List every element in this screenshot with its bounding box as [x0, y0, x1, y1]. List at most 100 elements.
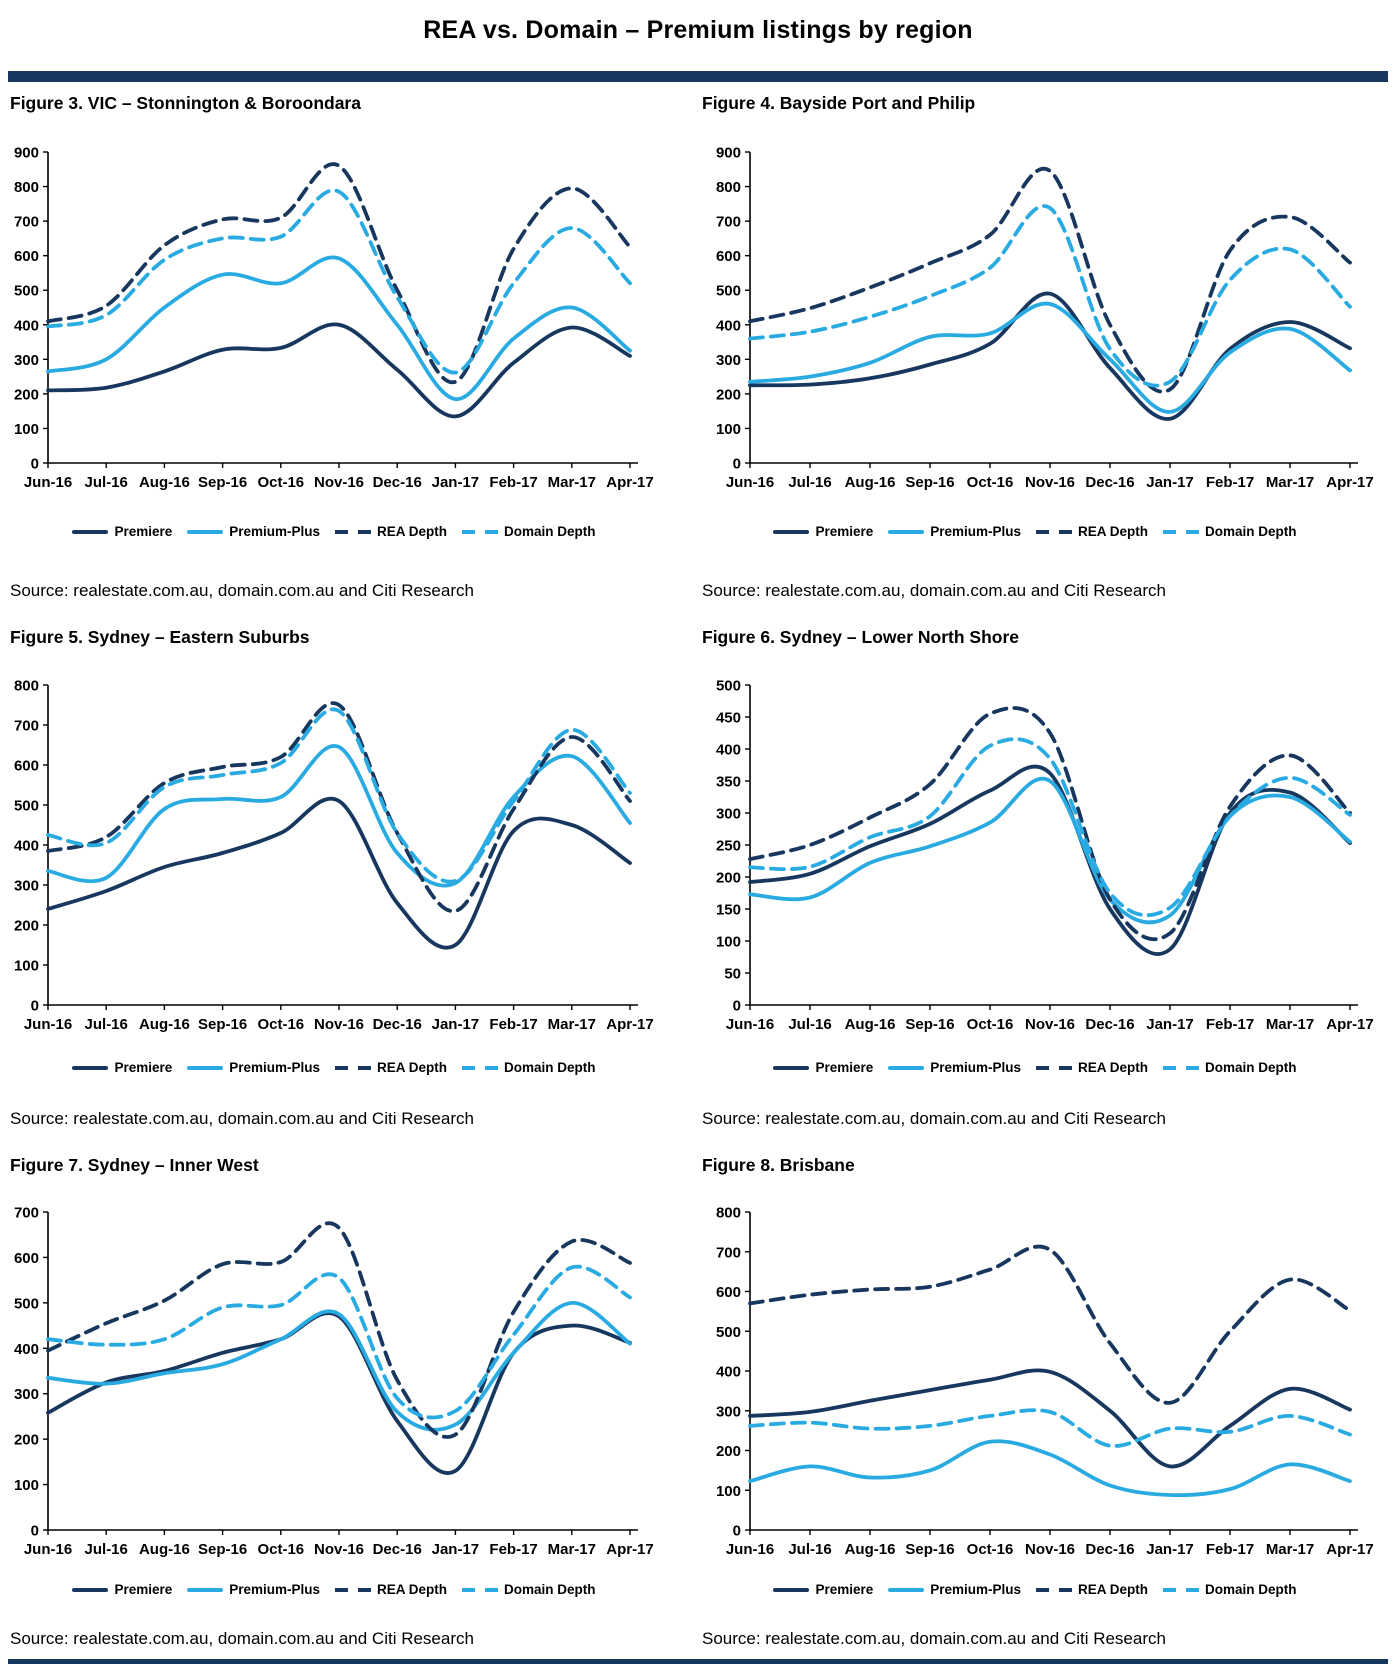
y-axis-label: 100: [716, 1483, 741, 1500]
solid-line-swatch-icon: [187, 1587, 224, 1592]
y-axis-label: 700: [14, 718, 39, 735]
x-axis-label: Jun-16: [726, 1541, 774, 1558]
y-axis-label: 0: [733, 456, 741, 473]
source-note: Source: realestate.com.au, domain.com.au…: [10, 581, 474, 600]
legend-label: REA Depth: [1078, 1582, 1149, 1597]
y-axis-label: 700: [716, 214, 741, 231]
x-axis-label: Mar-17: [1266, 474, 1314, 491]
x-axis-label: Sep-16: [905, 1541, 954, 1558]
y-axis-label: 700: [14, 214, 39, 231]
y-axis-label: 400: [14, 838, 39, 855]
y-axis-label: 100: [14, 958, 39, 975]
legend-item: Premium-Plus: [888, 1060, 1021, 1075]
x-axis-label: Jul-16: [85, 1541, 128, 1558]
y-axis-label: 400: [14, 317, 39, 334]
chart-legend: Premiere Premium-Plus REA Depth Domain Dept…: [10, 524, 658, 539]
y-axis-label: 500: [14, 798, 39, 815]
series-domain-depth-path: [748, 737, 1352, 918]
dashed-line-swatch-icon: [462, 1587, 499, 1592]
legend-item: Domain Depth: [1163, 1060, 1297, 1075]
legend-item: Premiere: [773, 1060, 873, 1075]
y-axis-label: 200: [14, 918, 39, 935]
x-axis-label: Apr-17: [606, 1016, 654, 1033]
y-axis-label: 400: [716, 317, 741, 334]
source-note: Source: realestate.com.au, domain.com.au…: [702, 1109, 1166, 1128]
y-axis-label: 0: [31, 1523, 39, 1540]
x-axis-label: Jan-17: [432, 1016, 480, 1033]
dashed-line-swatch-icon: [335, 1587, 372, 1592]
series-domain-depth-path: [46, 707, 632, 884]
x-axis-label: Dec-16: [1085, 1541, 1134, 1558]
legend-item: Premiere: [773, 524, 873, 539]
x-axis-label: Dec-16: [1085, 1016, 1134, 1033]
y-axis-label: 800: [14, 179, 39, 196]
y-axis-label: 300: [716, 806, 741, 823]
source-note: Source: realestate.com.au, domain.com.au…: [702, 581, 1166, 600]
x-axis-label: Nov-16: [1025, 474, 1075, 491]
x-axis-label: Jun-16: [726, 474, 774, 491]
y-axis-label: 200: [14, 386, 39, 403]
x-axis-label: Aug-16: [139, 1541, 190, 1558]
legend-label: Domain Depth: [1205, 524, 1297, 539]
y-axis-label: 600: [14, 758, 39, 775]
x-axis-label: Dec-16: [373, 1541, 422, 1558]
y-axis-label: 900: [14, 145, 39, 162]
chart-legend: Premiere Premium-Plus REA Depth Domain Dept…: [10, 1582, 658, 1597]
legend-item: REA Depth: [1036, 1060, 1148, 1075]
y-axis-label: 300: [716, 352, 741, 369]
y-axis-label: 800: [14, 678, 39, 695]
x-axis-label: Nov-16: [314, 474, 364, 491]
solid-line-swatch-icon: [773, 1065, 810, 1070]
page-title: REA vs. Domain – Premium listings by reg…: [423, 16, 973, 44]
series-rea-depth-path: [748, 706, 1352, 942]
legend-label: REA Depth: [1078, 524, 1149, 539]
solid-line-swatch-icon: [888, 1587, 925, 1592]
legend-label: Domain Depth: [1205, 1060, 1297, 1075]
x-axis-label: Jun-16: [726, 1016, 774, 1033]
y-axis-label: 150: [716, 902, 741, 919]
y-axis-label: 900: [716, 145, 741, 162]
legend-label: Premium-Plus: [229, 1060, 321, 1075]
legend-label: Premium-Plus: [229, 1582, 321, 1597]
legend-item: Premiere: [72, 1060, 172, 1075]
x-axis-label: Jun-16: [24, 474, 72, 491]
y-axis-label: 300: [716, 1403, 741, 1420]
x-axis-label: Feb-17: [1206, 1016, 1254, 1033]
legend-item: Premium-Plus: [187, 1060, 320, 1075]
series-domain-depth-path: [748, 1408, 1352, 1448]
y-axis-label: 100: [14, 1477, 39, 1494]
y-axis-label: 300: [14, 878, 39, 895]
x-axis-label: Nov-16: [1025, 1016, 1075, 1033]
source-note: Source: realestate.com.au, domain.com.au…: [10, 1629, 474, 1648]
x-axis-label: Oct-16: [257, 474, 304, 491]
line-chart-fig4: 0 100 200 300 400 500 600 700 800 900 Jun-16 Jul-16…: [716, 145, 1374, 492]
y-axis-label: 50: [724, 966, 741, 983]
solid-line-swatch-icon: [888, 1065, 925, 1070]
y-axis-label: 0: [733, 1523, 741, 1540]
y-axis-label: 0: [31, 998, 39, 1015]
header-rule: [8, 71, 1388, 82]
dashed-line-swatch-icon: [1036, 529, 1073, 534]
legend-label: Premiere: [114, 1060, 173, 1075]
series-premium-plus-path: [46, 1301, 632, 1432]
y-axis-label: 700: [716, 1244, 741, 1261]
x-axis-label: Mar-17: [548, 1016, 596, 1033]
x-axis-label: Jan-17: [1146, 474, 1194, 491]
y-axis-label: 200: [716, 870, 741, 887]
solid-line-swatch-icon: [187, 1065, 224, 1070]
x-axis-label: Aug-16: [139, 474, 190, 491]
y-axis-label: 500: [14, 283, 39, 300]
y-axis-label: 450: [716, 710, 741, 727]
legend-item: Domain Depth: [462, 1582, 596, 1597]
legend-label: Premium-Plus: [229, 524, 321, 539]
y-axis-label: 0: [733, 998, 741, 1015]
x-axis-label: Nov-16: [1025, 1541, 1075, 1558]
solid-line-swatch-icon: [773, 529, 810, 534]
source-note: Source: realestate.com.au, domain.com.au…: [10, 1109, 474, 1128]
source-note: Source: realestate.com.au, domain.com.au…: [702, 1629, 1166, 1648]
x-axis-label: Dec-16: [373, 474, 422, 491]
x-axis-label: Oct-16: [967, 474, 1014, 491]
y-axis-label: 600: [716, 248, 741, 265]
x-axis-label: Aug-16: [845, 474, 896, 491]
line-chart-fig7: 0 100 200 300 400 500 600 700 Jun-16 Jul-16 Aug-16…: [14, 1205, 654, 1559]
